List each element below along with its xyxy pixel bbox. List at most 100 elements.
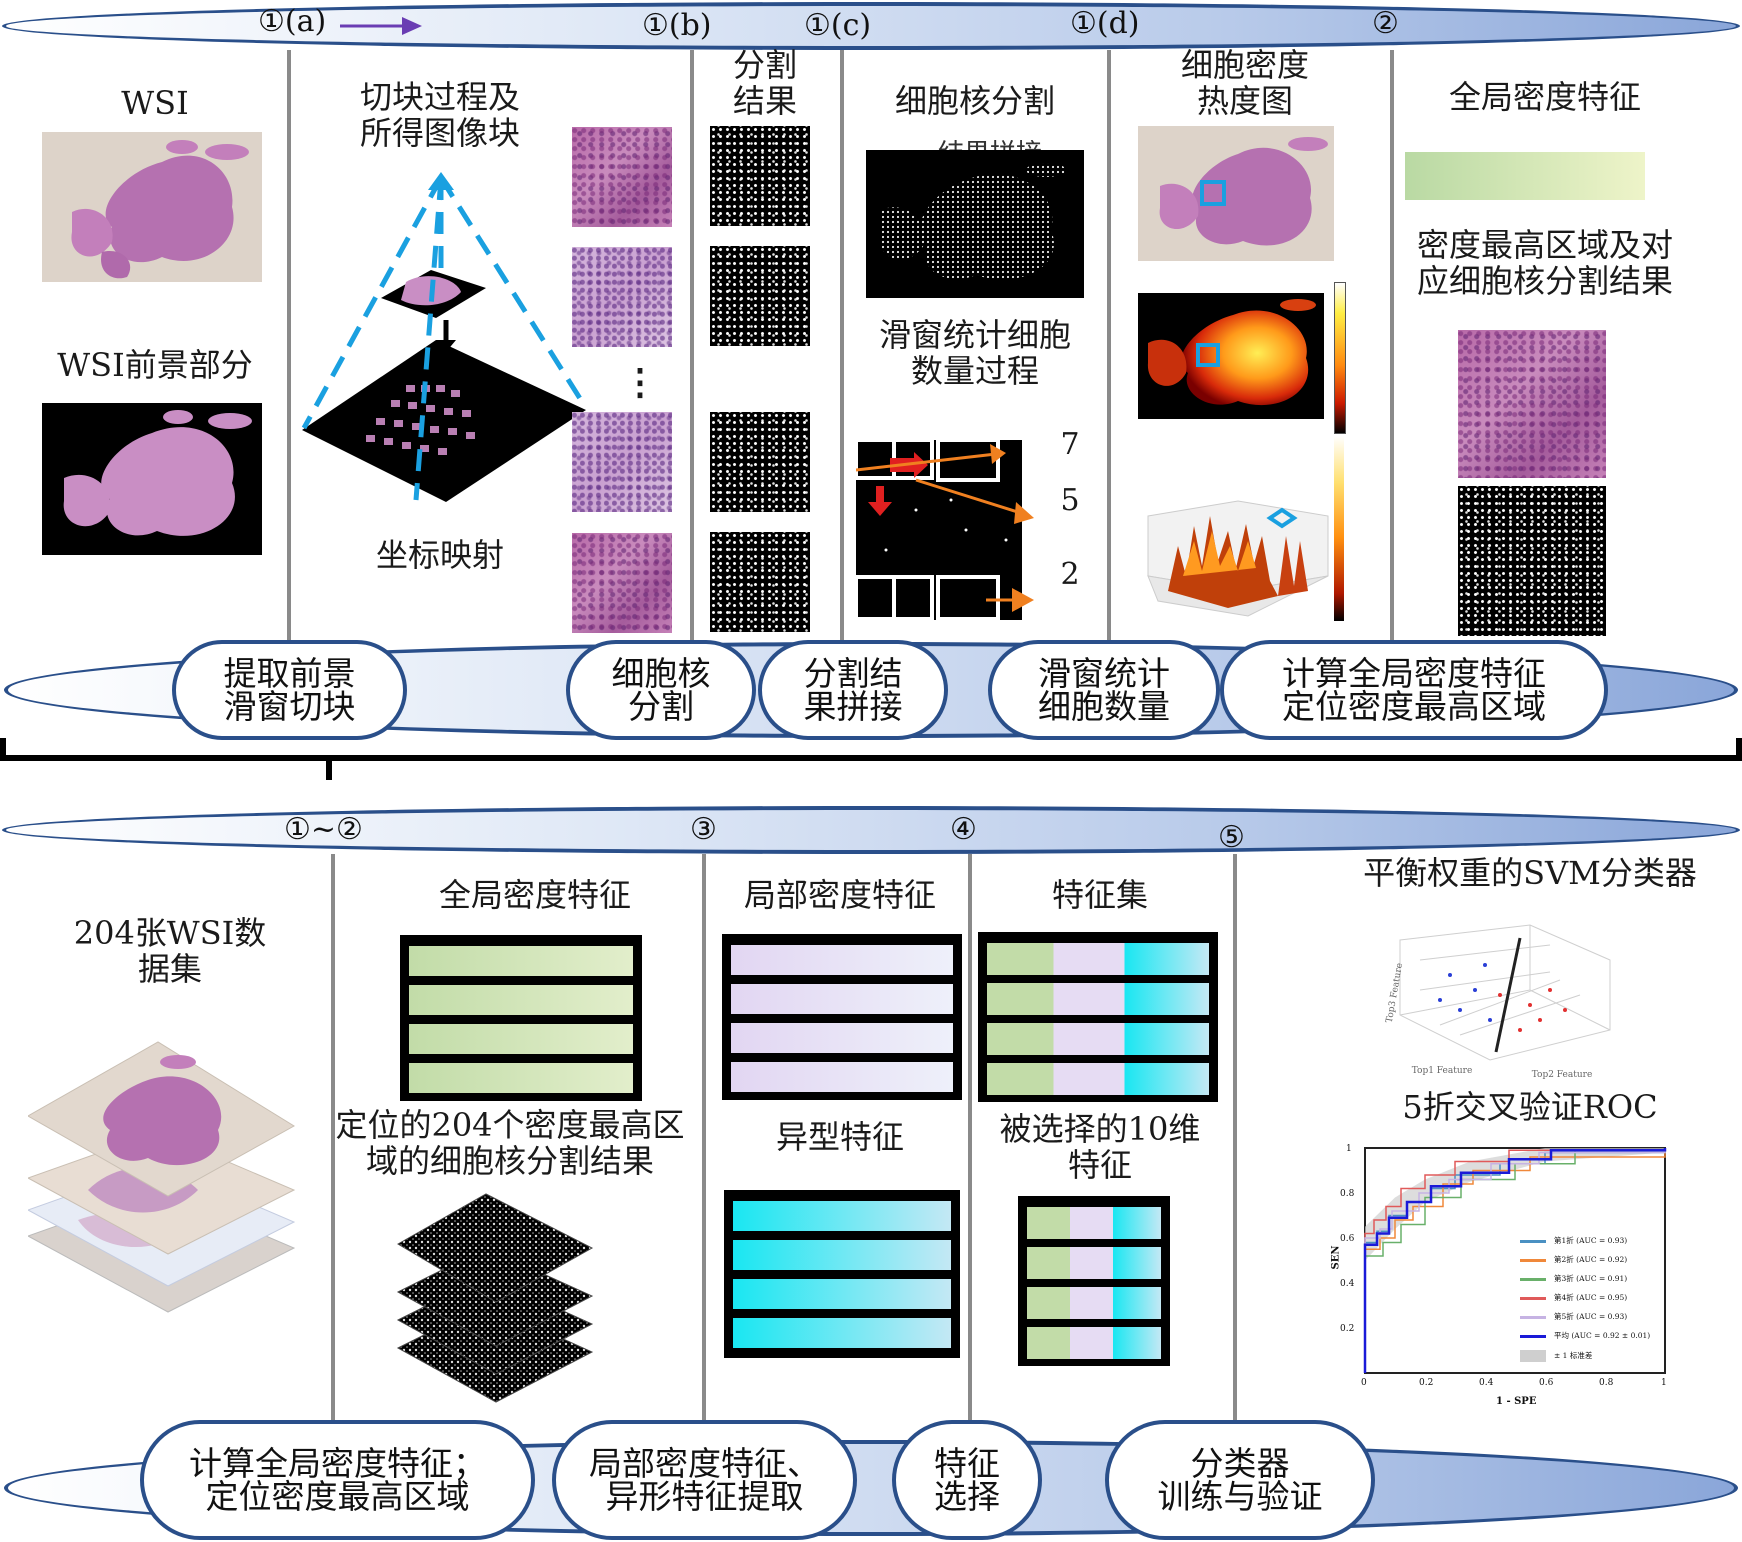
roc-xtick-2: 0.4 (1479, 1378, 1494, 1388)
bottom-divider (968, 854, 972, 1420)
bottom-divider (1233, 854, 1237, 1420)
pill-local-atypia-extraction: 局部密度特征、 异形特征提取 (552, 1420, 857, 1540)
pill-feature-selection: 特征 选择 (892, 1420, 1042, 1540)
bottom-divider (702, 854, 706, 1420)
roc-mean-curve (1363, 1148, 1667, 1373)
nuclei-segmentation-title: 细胞核分割 (894, 82, 1055, 120)
roc-curves (1363, 1147, 1667, 1374)
roc-xtick-3: 0.6 (1539, 1378, 1554, 1388)
top-divider (1390, 50, 1394, 640)
located-regions-title: 定位的204个密度最高区 域的细胞核分割结果 (335, 1106, 685, 1180)
tiling-pyramid-diagram (301, 172, 589, 502)
count-7: 7 (1060, 427, 1080, 462)
global-density-feature-table (400, 935, 642, 1101)
roc-plot: SEN 1 - SPE 0 0.2 0.4 0.6 0.8 1 1 0.8 0.… (1330, 1140, 1710, 1415)
global-density-feature-bar (1405, 152, 1645, 200)
local-density-feature-table (722, 934, 962, 1100)
pill-classifier-training: 分类器 训练与验证 (1105, 1420, 1375, 1540)
pill-global-density-locate: 计算全局密度特征； 定位密度最高区域 (140, 1420, 535, 1540)
roc-ytick-1: 1 (1346, 1144, 1352, 1154)
bottom-divider (331, 854, 335, 1420)
wsi-dataset-stack (28, 1041, 296, 1313)
roc-xtick-0: 0 (1361, 1378, 1367, 1388)
seg-tile-2 (710, 246, 810, 346)
selected-features-title: 被选择的10维 特征 (999, 1110, 1201, 1184)
roc-y-axis-label: SEN (1330, 1245, 1342, 1270)
wsi-title: WSI (121, 84, 189, 122)
sliding-window-diagram (856, 440, 1034, 621)
feature-set-title: 特征集 (1051, 876, 1148, 914)
top-divider (287, 50, 291, 640)
located-segmentation-stack (396, 1193, 594, 1403)
roc-ytick-04: 0.4 (1340, 1279, 1355, 1289)
step-label-3: ③ (690, 812, 717, 847)
global-density-title: 全局密度特征 (1448, 78, 1641, 116)
pill-stitch-results: 分割结 果拼接 (758, 640, 948, 740)
step-label-5: ⑤ (1218, 820, 1245, 855)
svm-title: 平衡权重的SVM分类器 (1363, 854, 1697, 892)
heatmap-wsi-thumbnail (1138, 126, 1334, 261)
atypia-feature-title: 异型特征 (775, 1118, 904, 1156)
step-label-1b: ①(b) (642, 8, 712, 43)
step-label-4: ④ (950, 812, 977, 847)
arrow-right-icon (340, 17, 422, 35)
pill-extract-foreground: 提取前景 滑窗切块 (172, 640, 407, 740)
pill-nuclei-segmentation: 细胞核 分割 (566, 640, 756, 740)
sliding-window-title: 滑窗统计细胞 数量过程 (878, 316, 1071, 390)
feature-set-table (978, 932, 1218, 1102)
section-bracket-stem (326, 758, 332, 780)
stitched-segmentation-image (866, 150, 1084, 298)
vertical-ellipsis: ⋮ (622, 361, 658, 403)
roc-x-axis-label: 1 - SPE (1496, 1396, 1537, 1407)
step-label-1c: ①(c) (804, 8, 872, 43)
roc-legend-label: 第1折 (AUC = 0.93) (1554, 1236, 1628, 1245)
dataset-title: 204张WSI数 据集 (73, 914, 267, 988)
tile-image-2 (572, 247, 672, 347)
step-label-1a: ①(a) (258, 4, 327, 39)
section-bracket-left (0, 738, 6, 760)
roc-std-band (1365, 1148, 1665, 1261)
local-density-feature-title: 局部密度特征 (743, 876, 936, 914)
seg-tile-3 (710, 412, 810, 512)
top-divider (1107, 50, 1111, 640)
roc-xtick-4: 0.8 (1599, 1378, 1614, 1388)
roc-fold-curve (1364, 1148, 1666, 1373)
highest-density-region-title: 密度最高区域及对 应细胞核分割结果 (1416, 226, 1673, 300)
count-2: 2 (1060, 557, 1080, 592)
wsi-foreground-title: WSI前景部分 (57, 346, 253, 384)
section-bracket (0, 755, 1742, 761)
seg-tile-4 (710, 532, 810, 632)
3d-density-surface-plot (1147, 500, 1329, 617)
selected-features-table (1018, 1196, 1170, 1366)
step-label-1-2: ①~② (284, 812, 363, 847)
roc-ytick-02: 0.2 (1340, 1324, 1355, 1334)
heatmap-colorbar-top (1334, 282, 1346, 434)
wsi-foreground-image (42, 403, 262, 555)
step-label-2: ② (1372, 6, 1399, 41)
highest-density-region-image (1458, 330, 1606, 478)
heatmap-title: 细胞密度 热度图 (1180, 46, 1309, 120)
wsi-thumbnail (42, 132, 262, 282)
atypia-feature-table (724, 1190, 960, 1358)
section-bracket-right (1736, 738, 1742, 760)
roc-xtick-1: 0.2 (1419, 1378, 1434, 1388)
pill-global-density: 计算全局密度特征 定位密度最高区域 (1220, 640, 1608, 740)
bottom-step-band (2, 806, 1740, 854)
coordinate-mapping-label: 坐标映射 (375, 536, 504, 574)
tile-image-4 (572, 533, 672, 633)
highest-density-segmentation (1458, 486, 1606, 636)
roc-legend-label: 第3折 (AUC = 0.91) (1554, 1274, 1628, 1283)
global-density-feature-title: 全局密度特征 (438, 876, 631, 914)
roc-legend-label: ± 1 标准差 (1554, 1351, 1593, 1360)
top-step-band (2, 2, 1740, 50)
roc-legend-label: 第5折 (AUC = 0.93) (1554, 1312, 1628, 1321)
tile-image-3 (572, 412, 672, 512)
roc-ytick-06: 0.6 (1340, 1234, 1355, 1244)
segmentation-result-title: 分割 结果 (732, 46, 797, 120)
seg-tile-1 (710, 126, 810, 226)
svm-x-axis-label: Top1 Feature (1411, 1066, 1473, 1076)
heatmap-colorbar-bottom (1334, 436, 1344, 621)
pill-sliding-count: 滑窗统计 细胞数量 (988, 640, 1220, 740)
tiling-title: 切块过程及 所得图像块 (359, 78, 520, 152)
